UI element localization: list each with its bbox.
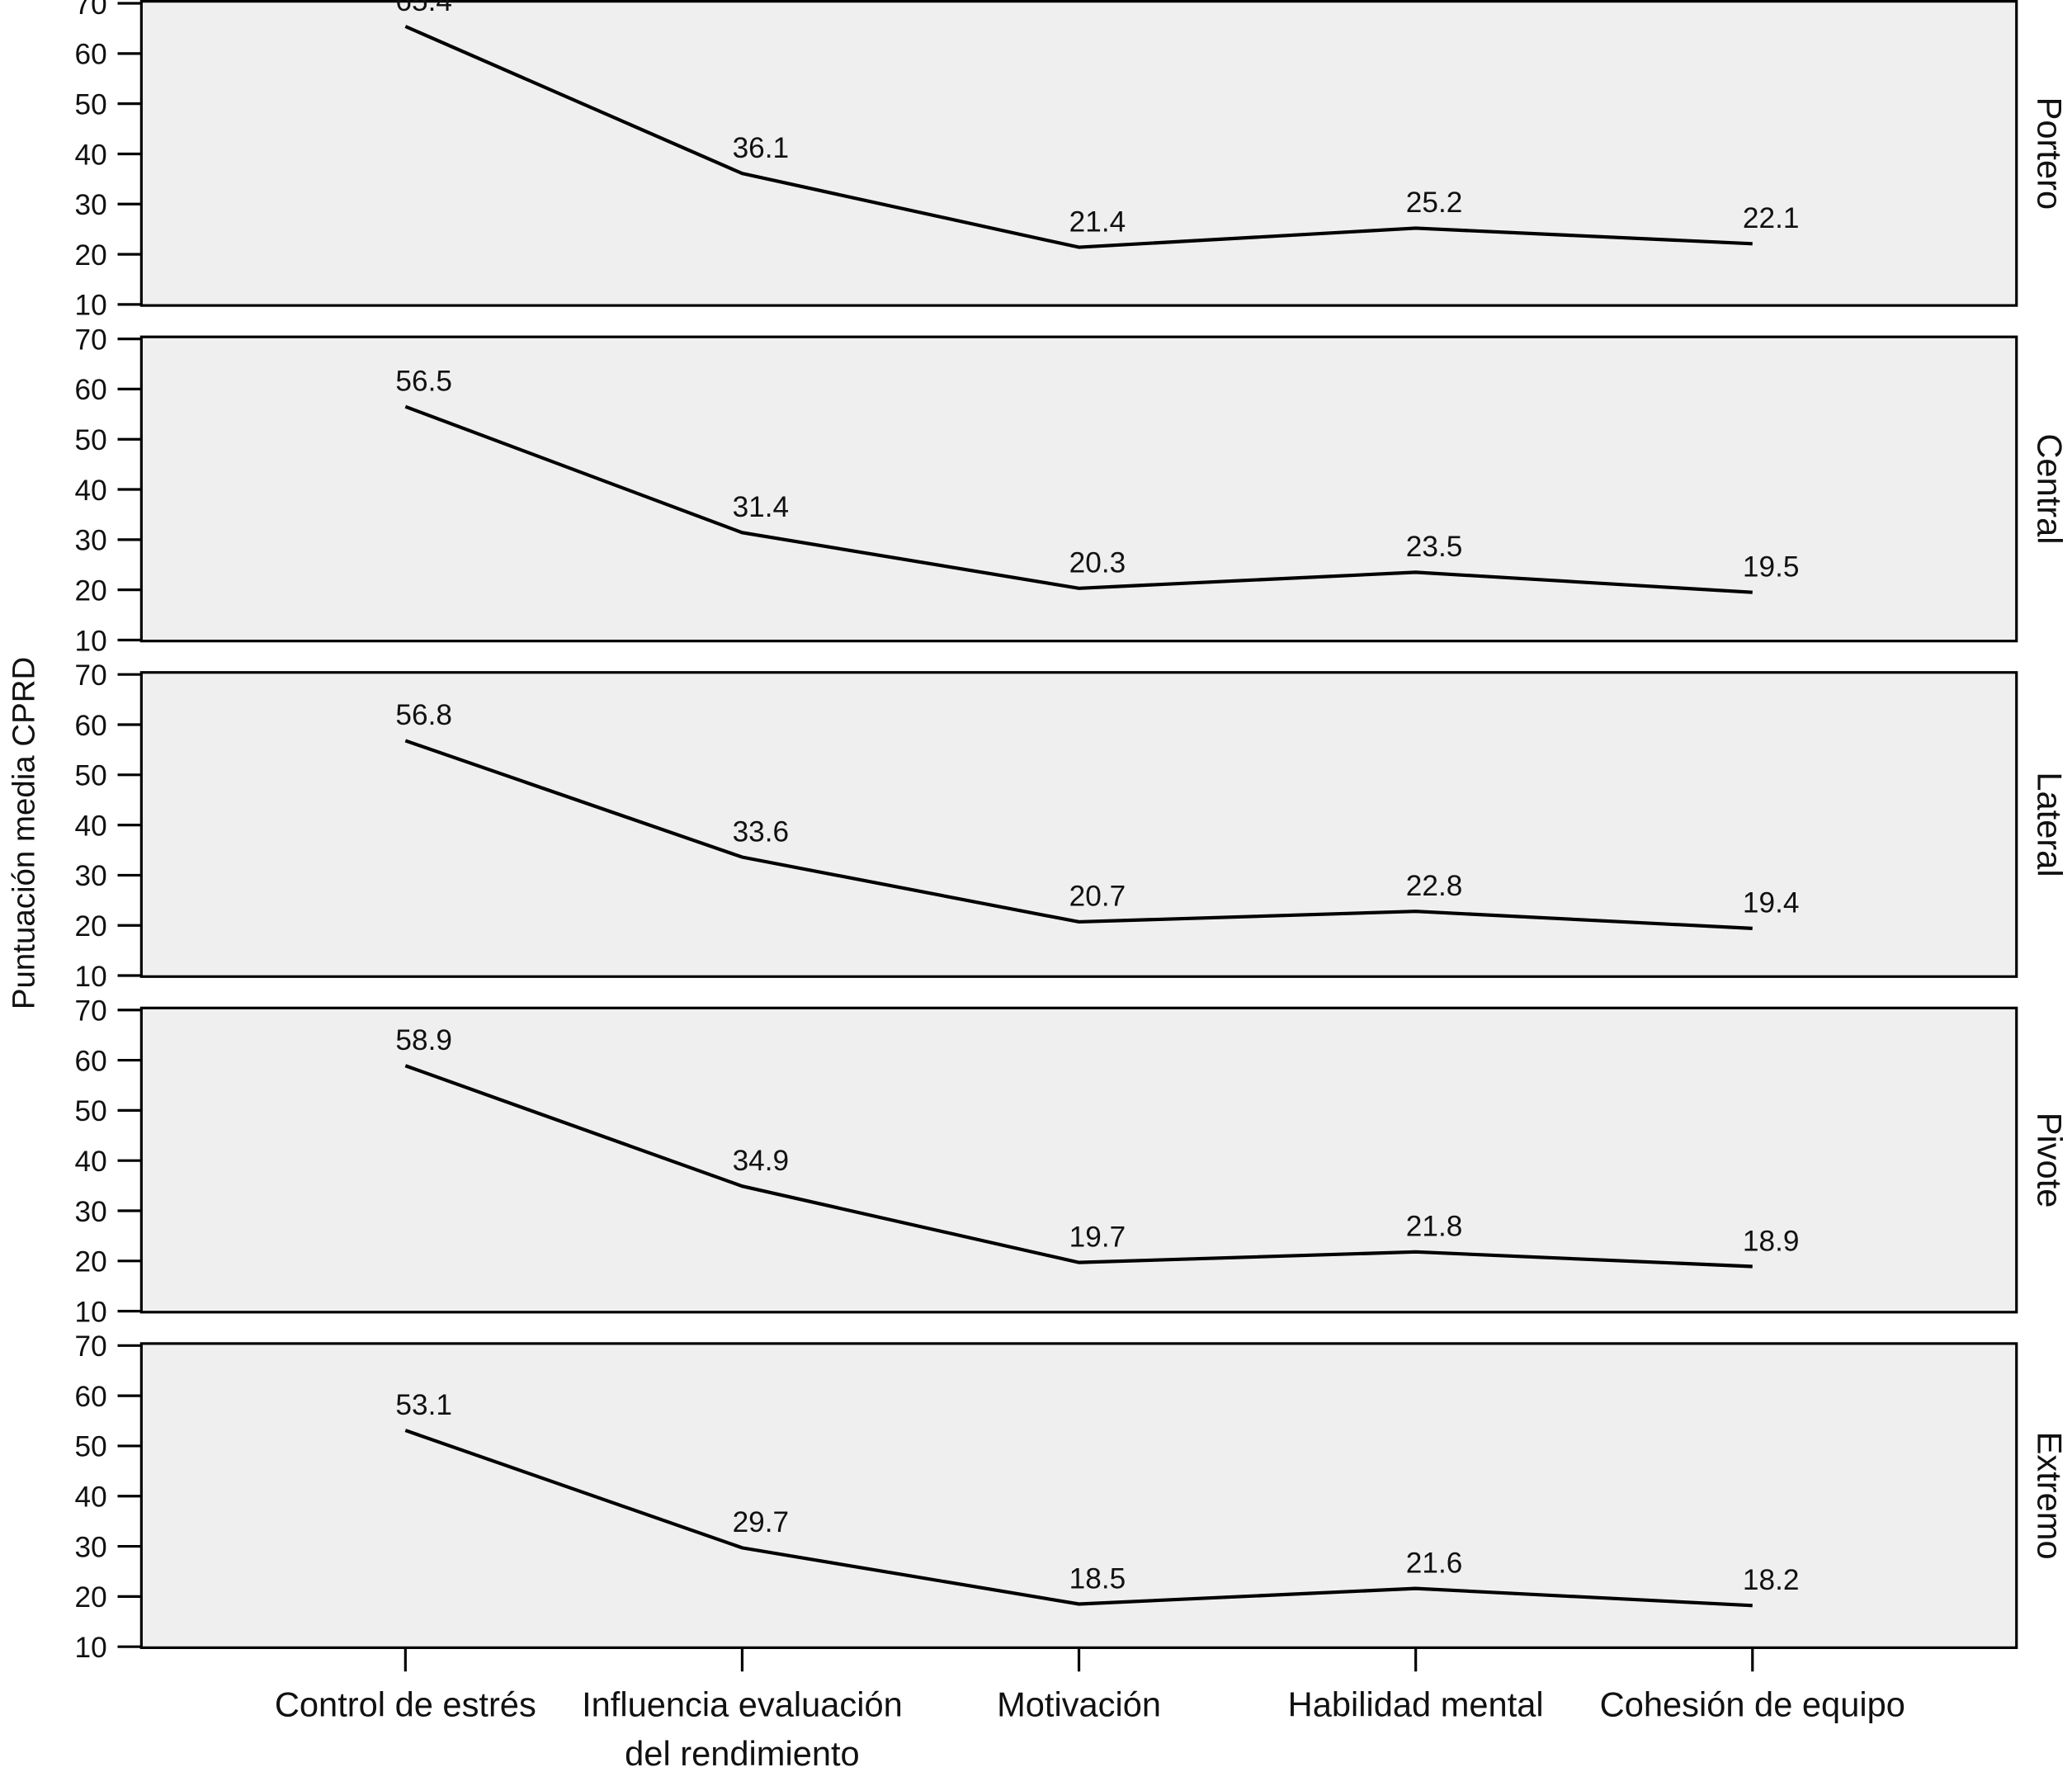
line [404, 1064, 1753, 1269]
panel [139, 0, 2018, 307]
line [404, 404, 1753, 594]
y-tick-label: 10 [75, 290, 107, 322]
y-tick-label: 30 [75, 860, 107, 892]
value-label: 56.8 [395, 699, 452, 731]
y-tick-label: 20 [75, 1246, 107, 1278]
value-label: 20.3 [1069, 547, 1126, 579]
value-label: 25.2 [1406, 187, 1463, 219]
facet-label: Extremo [2030, 1432, 2069, 1560]
y-tick-label: 20 [75, 910, 107, 943]
y-tick-label: 60 [75, 710, 107, 742]
y-tick-label: 10 [75, 1296, 107, 1328]
value-label: 36.1 [733, 132, 790, 164]
y-tick-label: 10 [75, 1632, 107, 1664]
value-label: 20.7 [1069, 881, 1126, 913]
y-axis-label: Puntuación media CPRD [7, 657, 42, 1009]
y-tick-label: 30 [75, 1196, 107, 1228]
value-label: 58.9 [395, 1024, 452, 1056]
x-tick-label: Motivación [997, 1685, 1161, 1724]
y-tick-label: 20 [75, 239, 107, 272]
value-label: 21.6 [1406, 1547, 1463, 1579]
y-tick-label: 20 [75, 574, 107, 607]
value-label: 56.5 [395, 365, 452, 397]
panel [139, 1342, 2018, 1649]
y-tick-label: 10 [75, 961, 107, 993]
value-label: 19.4 [1743, 887, 1800, 919]
y-tick-label: 60 [75, 39, 107, 71]
y-tick-label: 30 [75, 189, 107, 221]
y-tick-label: 40 [75, 1146, 107, 1178]
y-tick-label: 60 [75, 1381, 107, 1413]
value-label: 19.7 [1069, 1221, 1126, 1253]
value-label: 23.5 [1406, 531, 1463, 563]
value-label: 21.8 [1406, 1211, 1463, 1243]
facet-label: Pivote [2030, 1113, 2069, 1208]
y-tick-label: 60 [75, 374, 107, 406]
y-tick-label: 30 [75, 525, 107, 557]
value-label: 31.4 [733, 491, 790, 523]
x-tick-label: Control de estrés [275, 1685, 536, 1724]
y-tick-label: 60 [75, 1045, 107, 1077]
y-tick-label: 50 [75, 1431, 107, 1463]
x-tick-label: Cohesión de equipo [1600, 1685, 1905, 1724]
value-label: 53.1 [395, 1389, 452, 1421]
y-tick-label: 70 [75, 1330, 107, 1363]
y-tick-label: 30 [75, 1531, 107, 1563]
x-tick-label: Influencia evaluación del rendimiento [582, 1685, 903, 1772]
y-tick-label: 70 [75, 995, 107, 1028]
value-label: 21.4 [1069, 206, 1126, 238]
facet-label: Central [2030, 433, 2069, 544]
value-label: 33.6 [733, 815, 790, 848]
value-label: 22.8 [1406, 870, 1463, 902]
value-label: 18.5 [1069, 1562, 1126, 1595]
y-tick-label: 40 [75, 810, 107, 842]
y-tick-label: 40 [75, 139, 107, 171]
value-label: 18.2 [1743, 1564, 1800, 1596]
facet-label: Lateral [2030, 772, 2069, 877]
y-tick-label: 70 [75, 659, 107, 692]
y-tick-label: 70 [75, 0, 107, 21]
y-tick-label: 20 [75, 1581, 107, 1614]
y-tick-label: 50 [75, 760, 107, 792]
y-tick-label: 70 [75, 324, 107, 356]
value-label: 18.9 [1743, 1225, 1800, 1257]
value-label: 22.1 [1743, 202, 1800, 234]
y-tick-label: 50 [75, 1095, 107, 1127]
value-label: 65.4 [395, 0, 452, 17]
y-tick-label: 50 [75, 424, 107, 456]
x-tick-label: Habilidad mental [1288, 1685, 1544, 1724]
value-label: 29.7 [733, 1506, 790, 1538]
y-tick-label: 40 [75, 475, 107, 507]
y-tick-label: 40 [75, 1481, 107, 1514]
y-tick-label: 10 [75, 625, 107, 657]
line [404, 25, 1753, 249]
value-label: 34.9 [733, 1145, 790, 1177]
y-tick-label: 50 [75, 88, 107, 120]
facet-label: Portero [2030, 97, 2069, 210]
line [404, 1429, 1753, 1608]
value-label: 19.5 [1743, 551, 1800, 583]
line [404, 739, 1753, 930]
